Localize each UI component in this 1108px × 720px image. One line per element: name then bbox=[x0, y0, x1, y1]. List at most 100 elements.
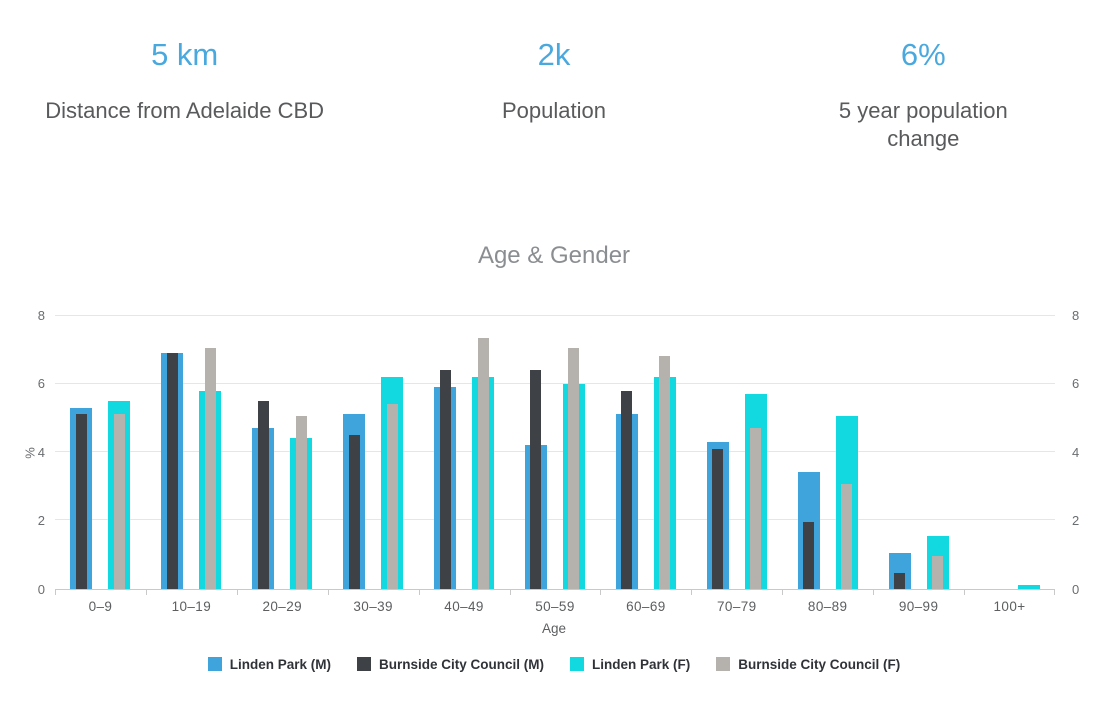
bar-burnside-city-council-f bbox=[932, 556, 944, 589]
x-axis-labels: 0–9 10–19 20–29 30–39 40–49 50–59 60–69 70–79 80… bbox=[55, 590, 1055, 614]
bar-burnside-city-council-f bbox=[477, 337, 489, 589]
bar-burnside-city-council-f bbox=[750, 428, 762, 589]
y-tick-label-right: 8 bbox=[1072, 307, 1080, 323]
x-axis-tick bbox=[55, 588, 56, 595]
y-tick-label-left: 2 bbox=[37, 513, 45, 528]
grid-line bbox=[55, 451, 1055, 452]
y-tick-label-right: 0 bbox=[1072, 581, 1080, 597]
x-tick-label: 30–39 bbox=[353, 598, 393, 614]
bar-group bbox=[782, 316, 873, 589]
bar-burnside-city-council-m bbox=[621, 390, 633, 589]
bar-group bbox=[237, 316, 328, 589]
bar-burnside-city-council-f bbox=[295, 416, 307, 589]
bar-group bbox=[146, 316, 237, 589]
bar-burnside-city-council-m bbox=[348, 434, 360, 589]
x-tick-label: 60–69 bbox=[626, 598, 666, 614]
bar-group bbox=[419, 316, 510, 589]
x-axis-tick bbox=[509, 588, 511, 595]
x-tick-label: 50–59 bbox=[535, 598, 575, 614]
x-tick-label: 100+ bbox=[993, 598, 1026, 614]
legend-item-burnside-city-council-m[interactable]: Burnside City Council (M) bbox=[357, 657, 544, 672]
x-axis-tick bbox=[418, 588, 420, 595]
legend-swatch-icon bbox=[716, 657, 731, 671]
y-tick-label-left: 6 bbox=[37, 376, 45, 391]
stat-population-change-label: 5 year population change bbox=[838, 98, 1008, 152]
legend-label: Linden Park (M) bbox=[229, 656, 331, 672]
summary-stats: 5 km Distance from Adelaide CBD 2k Popul… bbox=[0, 0, 1108, 154]
bar-burnside-city-council-m bbox=[257, 400, 269, 589]
chart-legend: Linden Park (M) Burnside City Council (M)… bbox=[0, 657, 1108, 672]
legend-swatch-icon bbox=[207, 657, 222, 671]
bar-burnside-city-council-f bbox=[568, 347, 580, 589]
stat-population-change: 6% 5 year population change bbox=[739, 36, 1108, 154]
bar-group bbox=[510, 316, 601, 589]
bar-burnside-city-council-m bbox=[894, 573, 906, 589]
x-tick-label: 70–79 bbox=[717, 598, 757, 614]
y-tick-label-left: 4 bbox=[37, 444, 45, 460]
x-axis-tick bbox=[145, 588, 147, 595]
bar-burnside-city-council-f bbox=[204, 347, 216, 589]
stat-distance-label: Distance from Adelaide CBD bbox=[45, 98, 325, 124]
plot-area bbox=[55, 314, 1055, 595]
y-tick-label-right: 6 bbox=[1072, 376, 1080, 391]
grid-line bbox=[55, 519, 1055, 521]
bar-burnside-city-council-m bbox=[75, 414, 87, 589]
y-tick-label-left: 8 bbox=[37, 307, 45, 323]
bar-burnside-city-council-m bbox=[803, 521, 815, 589]
bar-burnside-city-council-f bbox=[659, 356, 671, 589]
bar-group bbox=[328, 316, 419, 589]
bar-burnside-city-council-f bbox=[386, 404, 398, 589]
bar-group bbox=[964, 316, 1055, 589]
x-axis-tick bbox=[691, 588, 693, 595]
stat-population-change-value: 6% bbox=[900, 37, 946, 72]
x-axis-tick bbox=[327, 588, 329, 595]
bar-group bbox=[55, 316, 146, 589]
x-tick-label: 90–99 bbox=[898, 598, 939, 614]
legend-swatch-icon bbox=[357, 657, 371, 671]
y-tick-label-right: 2 bbox=[1072, 513, 1080, 528]
y-axis-title: % bbox=[22, 446, 38, 459]
legend-label: Burnside City Council (M) bbox=[379, 656, 544, 672]
bar-burnside-city-council-m bbox=[166, 353, 178, 589]
x-axis-tick bbox=[600, 588, 602, 595]
bar-burnside-city-council-m bbox=[712, 448, 724, 589]
legend-item-linden-park-m[interactable]: Linden Park (M) bbox=[207, 656, 331, 672]
legend-swatch-icon bbox=[570, 657, 584, 671]
grid-line bbox=[55, 382, 1055, 384]
x-tick-label: 10–19 bbox=[171, 598, 212, 614]
stat-population-value: 2k bbox=[537, 37, 571, 72]
grid-line bbox=[55, 314, 1055, 316]
y-axis-right: 0 2 4 6 8 bbox=[1055, 309, 1108, 596]
legend-item-linden-park-f[interactable]: Linden Park (F) bbox=[570, 657, 690, 672]
legend-label: Linden Park (F) bbox=[592, 656, 691, 672]
x-axis-tick bbox=[964, 588, 966, 595]
x-axis-tick bbox=[236, 588, 238, 595]
y-tick-label-right: 4 bbox=[1072, 444, 1080, 460]
x-axis-title: Age bbox=[541, 620, 567, 636]
bar-groups bbox=[55, 316, 1055, 589]
legend-label: Burnside City Council (F) bbox=[738, 656, 901, 672]
bar-burnside-city-council-m bbox=[530, 370, 542, 589]
chart-title: Age & Gender bbox=[477, 241, 631, 269]
x-tick-label: 80–89 bbox=[807, 598, 848, 614]
x-tick-label: 40–49 bbox=[444, 598, 484, 614]
legend-item-burnside-city-council-f[interactable]: Burnside City Council (F) bbox=[716, 657, 900, 672]
bar-group bbox=[873, 316, 964, 589]
x-axis-labels-row: 0–9 10–19 20–29 30–39 40–49 50–59 60–69 70–79 80… bbox=[0, 590, 1108, 614]
x-axis-tick bbox=[1054, 588, 1055, 595]
stat-distance: 5 km Distance from Adelaide CBD bbox=[0, 36, 369, 154]
bar-group bbox=[600, 316, 691, 589]
x-tick-label: 0–9 bbox=[88, 598, 113, 614]
stat-population: 2k Population bbox=[369, 36, 738, 154]
stat-population-label: Population bbox=[501, 98, 606, 124]
age-gender-chart: % 0 2 4 6 8 0 2 4 6 8 bbox=[0, 309, 1108, 596]
bar-group bbox=[691, 316, 782, 589]
x-tick-label: 20–29 bbox=[262, 598, 303, 614]
y-tick-label-left: 0 bbox=[37, 581, 45, 597]
y-axis-left: % 0 2 4 6 8 bbox=[0, 309, 55, 596]
x-axis-tick bbox=[873, 588, 875, 595]
x-axis-tick bbox=[782, 588, 784, 595]
bar-burnside-city-council-f bbox=[841, 484, 853, 589]
stat-distance-value: 5 km bbox=[151, 37, 219, 72]
